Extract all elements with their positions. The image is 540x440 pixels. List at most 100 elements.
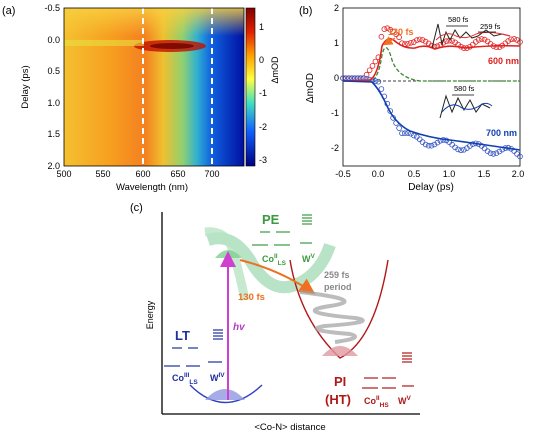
colorbar-label: ΔmOD — [270, 56, 280, 84]
data-point — [375, 78, 382, 85]
series-600nm — [340, 25, 523, 81]
panel-b-ylabel: ΔmOD — [305, 73, 316, 103]
inset-bottom-fit — [441, 102, 493, 113]
xtick: 700 — [204, 169, 219, 179]
pi-orbitals — [362, 377, 414, 389]
inset-bottom: 580 fs — [439, 84, 493, 119]
ytick: -0.5 — [44, 3, 60, 13]
data-point — [387, 26, 394, 33]
annot-580fs-bottom: 580 fs — [454, 84, 475, 93]
pe-tungsten-label: WV — [302, 253, 316, 264]
data-point — [458, 147, 464, 154]
data-point — [381, 26, 388, 32]
data-point — [369, 63, 376, 69]
pe-levels-icon — [302, 214, 312, 225]
inset-top-fit — [435, 31, 511, 41]
lt-orbitals — [164, 347, 222, 367]
ytick: 0 — [334, 73, 339, 83]
heatmap-pre-zero — [64, 8, 244, 36]
xtick: 1.0 — [443, 169, 456, 179]
data-point — [390, 28, 396, 35]
annot-130-arrow — [382, 36, 396, 46]
data-point — [425, 142, 432, 149]
ytick: 0.5 — [47, 66, 60, 76]
pe-orbitals — [252, 231, 312, 246]
data-point — [408, 39, 414, 46]
hv-label: hv — [233, 322, 246, 333]
data-point — [517, 39, 523, 45]
pe-green-band-left — [204, 227, 250, 301]
data-point — [455, 146, 461, 153]
period-word-label: period — [324, 282, 352, 292]
cbar-tick: 1 — [259, 22, 264, 32]
data-point — [511, 36, 517, 42]
relaxation-arrow-130fs — [239, 259, 316, 295]
ytick: 2 — [334, 3, 339, 13]
annot-259fs: 259 fs — [480, 22, 501, 31]
data-point — [496, 44, 503, 50]
data-point — [490, 151, 497, 157]
pi-tungsten-label: WV — [398, 395, 412, 406]
data-point — [481, 145, 488, 152]
data-point — [493, 44, 500, 50]
xtick: -0.5 — [335, 169, 351, 179]
data-point — [399, 130, 405, 137]
panel-c-label: (c) — [130, 202, 143, 214]
ytick: 0.0 — [47, 35, 60, 45]
data-point — [461, 147, 467, 153]
data-point — [422, 141, 429, 148]
data-point — [393, 31, 399, 38]
heatmap-zero-band — [64, 40, 144, 46]
period-259-label: 259 fs — [324, 270, 350, 280]
cbar-tick: -3 — [259, 155, 267, 165]
lt-levels-icon — [213, 329, 223, 340]
distance-label: <Co-N> distance — [254, 422, 325, 433]
annot-580fs-top: 580 fs — [448, 15, 469, 24]
data-point — [372, 78, 379, 84]
xtick: 2.0 — [512, 169, 525, 179]
data-point — [514, 151, 520, 157]
data-point — [431, 141, 438, 148]
data-point — [366, 67, 373, 74]
data-point — [416, 36, 423, 43]
panel-a-ylabel: Delay (ps) — [20, 65, 31, 108]
cbar-tick: -1 — [259, 88, 267, 98]
lt-label: LT — [175, 328, 190, 343]
panel-a: (a) -0.5 0.0 0.5 1.0 1.5 2.0 500 550 600… — [2, 3, 280, 193]
data-point — [363, 71, 370, 78]
fit-600nm — [342, 38, 521, 82]
annot-130fs: 130 fs — [388, 27, 414, 37]
data-point — [493, 150, 500, 157]
xtick: 0.0 — [372, 169, 385, 179]
pi-wavepacket — [322, 346, 358, 356]
ytick: 1 — [334, 38, 339, 48]
data-point — [372, 58, 379, 65]
panel-b-label: (b) — [299, 5, 312, 17]
pi-parabola — [289, 259, 389, 359]
data-point — [508, 36, 514, 43]
heatmap-frame — [63, 7, 245, 167]
data-point — [396, 125, 402, 131]
data-point — [416, 136, 423, 143]
colorbar — [245, 7, 256, 167]
xtick: 550 — [95, 169, 110, 179]
inset-bottom-trace — [439, 94, 491, 119]
label-700nm: 700 nm — [486, 128, 517, 138]
data-point — [413, 37, 420, 43]
xtick: 600 — [135, 169, 150, 179]
panel-b: (b) 2 1 0 -1 -2 -0.5 0.0 0.5 1.0 1.5 2.0… — [299, 3, 524, 193]
pe-label: PE — [262, 212, 280, 227]
data-point — [434, 139, 441, 146]
data-point — [481, 36, 488, 43]
panel-b-xlabel: Delay (ps) — [408, 182, 454, 193]
fit-700nm — [342, 80, 521, 151]
xtick: 1.5 — [478, 169, 491, 179]
pi-cobalt-label: CoIIHS — [364, 395, 389, 409]
pi-levels-icon — [402, 352, 412, 363]
panel-b-yticks: 2 1 0 -1 -2 — [331, 3, 339, 153]
xtick: 500 — [56, 169, 71, 179]
data-point — [402, 130, 408, 137]
data-point — [396, 34, 402, 41]
data-point — [505, 38, 512, 44]
